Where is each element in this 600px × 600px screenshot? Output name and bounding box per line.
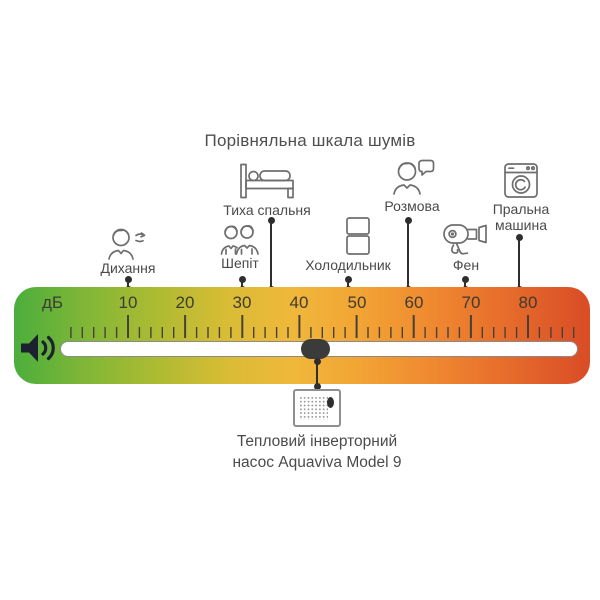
whisper-icon <box>220 224 260 255</box>
connector-bedroom <box>267 217 275 293</box>
noise-item-label: Фен <box>452 257 480 273</box>
noise-item-label: Розмова <box>384 198 440 214</box>
connector-washing-machine <box>515 234 523 293</box>
connector-conversation <box>404 217 412 293</box>
noise-item-label: Шепіт <box>221 255 259 271</box>
tick-label-20: 20 <box>175 293 195 312</box>
tick-label-10: 10 <box>118 293 138 312</box>
connector-heat-pump <box>313 358 321 390</box>
speaker-icon <box>19 331 59 372</box>
tick-label-70: 70 <box>461 293 481 312</box>
tick-marks <box>70 315 575 338</box>
slider-handle[interactable] <box>301 339 330 359</box>
tick-label-30: 30 <box>232 293 252 312</box>
washing-machine-icon <box>503 162 539 199</box>
noise-item-label: Тиха спальня <box>223 202 311 218</box>
heat-pump-icon <box>293 389 341 427</box>
tick-label-80: 80 <box>518 293 538 312</box>
noise-item-label: Дихання <box>100 260 156 276</box>
bed-icon <box>238 163 296 203</box>
heat-pump-label-line2: насос Aquaviva Model 9 <box>232 454 402 471</box>
noise-item-label: Пральна машина <box>492 201 550 233</box>
page-title: Порівняльна шкала шумів <box>204 131 416 150</box>
hairdryer-icon <box>442 223 491 256</box>
heat-pump-label-line1: Тепловий інверторний <box>236 433 398 450</box>
tick-label-60: 60 <box>404 293 424 312</box>
heat-pump-fan <box>327 397 334 408</box>
breathing-icon <box>105 226 151 260</box>
fridge-icon <box>345 217 371 255</box>
conversation-icon <box>392 157 436 195</box>
tick-label-50: 50 <box>347 293 367 312</box>
heat-pump-label: Тепловий інверторний насос Aquaviva Mode… <box>197 431 437 473</box>
heat-pump-grille <box>299 396 328 420</box>
db-unit-label: дБ <box>42 293 64 312</box>
noise-item-label: Холодильник <box>305 257 391 273</box>
tick-label-40: 40 <box>289 293 309 312</box>
